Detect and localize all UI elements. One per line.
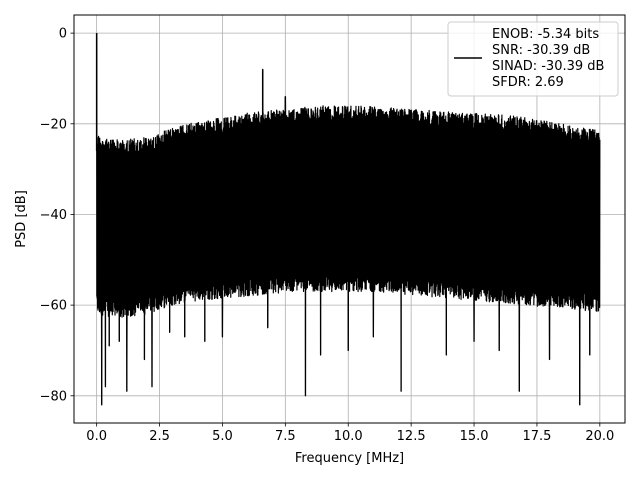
plot-frame	[73, 14, 626, 424]
x-tick-label: 17.5	[522, 429, 551, 444]
y-tick-label: −60	[40, 299, 67, 314]
x-tick-label: 20.0	[585, 429, 614, 444]
x-axis-label: Frequency [MHz]	[295, 451, 404, 466]
psd-series	[95, 33, 601, 406]
legend-entry-enob: ENOB: -5.34 bits	[492, 27, 599, 42]
x-tick-label: 15.0	[460, 429, 489, 444]
axis-ticks: 0.0 2.5 5.0 7.5 10.0 12.5 15.0 17.5 20.0 0 −20 −40 −…	[40, 27, 615, 444]
legend-entry-snr: SNR: -30.39 dB	[492, 43, 590, 58]
legend-box	[447, 21, 619, 97]
x-tick-label: 12.5	[397, 429, 426, 444]
psd-line	[96, 33, 601, 406]
legend: ENOB: -5.34 bits SNR: -30.39 dB SINAD: -…	[447, 21, 619, 97]
legend-entry-sfdr: SFDR: 2.69	[492, 75, 564, 90]
x-tick-label: 7.5	[275, 429, 296, 444]
y-axis-label: PSD [dB]	[14, 190, 29, 248]
x-tick-label: 2.5	[149, 429, 170, 444]
y-tick-label: −20	[40, 117, 67, 132]
y-tick-label: −40	[40, 208, 67, 223]
x-tick-label: 5.0	[212, 429, 233, 444]
y-tick-label: −80	[40, 389, 67, 404]
y-tick-label: 0	[59, 27, 67, 42]
legend-entry-sinad: SINAD: -30.39 dB	[492, 59, 604, 74]
x-tick-label: 10.0	[334, 429, 363, 444]
x-tick-label: 0.0	[86, 429, 107, 444]
